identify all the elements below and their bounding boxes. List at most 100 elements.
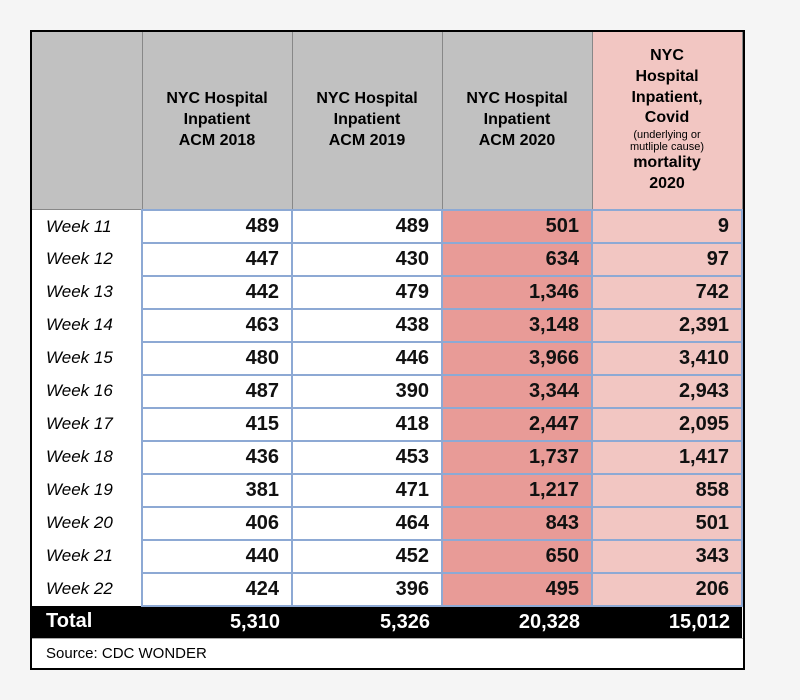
col-header-line: NYC Hospital (301, 89, 434, 110)
mortality-table: NYC Hospital Inpatient ACM 2018 NYC Hosp… (32, 32, 743, 638)
cell: 487 (142, 375, 292, 408)
cell: 742 (592, 276, 742, 309)
total-label: Total (32, 606, 142, 638)
source-line: Source: CDC WONDER (32, 638, 743, 668)
cell: 452 (292, 540, 442, 573)
total-cell: 15,012 (592, 606, 742, 638)
table-header: NYC Hospital Inpatient ACM 2018 NYC Hosp… (32, 32, 742, 210)
cell: 1,217 (442, 474, 592, 507)
row-label: Week 12 (32, 243, 142, 276)
header-corner (32, 32, 142, 210)
row-label: Week 21 (32, 540, 142, 573)
cell: 430 (292, 243, 442, 276)
cell: 3,966 (442, 342, 592, 375)
cell: 415 (142, 408, 292, 441)
cell: 3,344 (442, 375, 592, 408)
col-header-line: Hospital (601, 67, 734, 88)
cell: 97 (592, 243, 742, 276)
row-label: Week 22 (32, 573, 142, 606)
cell: 418 (292, 408, 442, 441)
cell: 471 (292, 474, 442, 507)
row-label: Week 17 (32, 408, 142, 441)
table-row: Week 21440452650343 (32, 540, 742, 573)
table-row: Week 20406464843501 (32, 507, 742, 540)
col-header-line: ACM 2020 (451, 131, 584, 152)
row-label: Week 13 (32, 276, 142, 309)
cell: 453 (292, 441, 442, 474)
table-row: Week 174154182,4472,095 (32, 408, 742, 441)
table-row: Week 144634383,1482,391 (32, 309, 742, 342)
col-header-2018: NYC Hospital Inpatient ACM 2018 (142, 32, 292, 210)
row-label: Week 16 (32, 375, 142, 408)
cell: 9 (592, 210, 742, 243)
cell: 446 (292, 342, 442, 375)
cell: 442 (142, 276, 292, 309)
col-header-2019: NYC Hospital Inpatient ACM 2019 (292, 32, 442, 210)
cell: 381 (142, 474, 292, 507)
cell: 634 (442, 243, 592, 276)
cell: 390 (292, 375, 442, 408)
table-row: Week 134424791,346742 (32, 276, 742, 309)
cell: 463 (142, 309, 292, 342)
col-header-line: NYC Hospital (151, 89, 284, 110)
col-header-line: Inpatient (151, 110, 284, 131)
cell: 650 (442, 540, 592, 573)
cell: 436 (142, 441, 292, 474)
table-body: Week 114894895019Week 1244743063497Week … (32, 210, 742, 638)
cell: 843 (442, 507, 592, 540)
total-cell: 5,326 (292, 606, 442, 638)
col-header-line: Covid (601, 108, 734, 129)
table-row: Week 193814711,217858 (32, 474, 742, 507)
row-label: Week 14 (32, 309, 142, 342)
cell: 406 (142, 507, 292, 540)
cell: 2,095 (592, 408, 742, 441)
col-header-covid: NYC Hospital Inpatient, Covid (underlyin… (592, 32, 742, 210)
cell: 343 (592, 540, 742, 573)
table-row: Week 22424396495206 (32, 573, 742, 606)
col-header-line: Inpatient, (601, 88, 734, 109)
cell: 1,737 (442, 441, 592, 474)
cell: 479 (292, 276, 442, 309)
cell: 489 (142, 210, 292, 243)
cell: 396 (292, 573, 442, 606)
cell: 2,391 (592, 309, 742, 342)
col-header-line: NYC Hospital (451, 89, 584, 110)
row-label: Week 19 (32, 474, 142, 507)
col-header-2020: NYC Hospital Inpatient ACM 2020 (442, 32, 592, 210)
col-header-line: NYC (601, 46, 734, 67)
cell: 1,346 (442, 276, 592, 309)
total-cell: 5,310 (142, 606, 292, 638)
row-label: Week 15 (32, 342, 142, 375)
cell: 3,410 (592, 342, 742, 375)
cell: 495 (442, 573, 592, 606)
cell: 489 (292, 210, 442, 243)
col-header-line: Inpatient (451, 110, 584, 131)
col-header-subline: mutliple cause) (601, 141, 734, 153)
cell: 501 (592, 507, 742, 540)
cell: 206 (592, 573, 742, 606)
table-row: Week 1244743063497 (32, 243, 742, 276)
cell: 501 (442, 210, 592, 243)
cell: 3,148 (442, 309, 592, 342)
row-label: Week 20 (32, 507, 142, 540)
cell: 2,943 (592, 375, 742, 408)
col-header-subline: (underlying or (601, 129, 734, 141)
cell: 480 (142, 342, 292, 375)
total-row: Total5,3105,32620,32815,012 (32, 606, 742, 638)
col-header-line: 2020 (601, 174, 734, 195)
cell: 440 (142, 540, 292, 573)
cell: 438 (292, 309, 442, 342)
row-label: Week 11 (32, 210, 142, 243)
col-header-line: ACM 2019 (301, 131, 434, 152)
cell: 1,417 (592, 441, 742, 474)
mortality-table-wrap: NYC Hospital Inpatient ACM 2018 NYC Hosp… (30, 30, 745, 670)
col-header-line: Inpatient (301, 110, 434, 131)
row-label: Week 18 (32, 441, 142, 474)
cell: 424 (142, 573, 292, 606)
table-row: Week 114894895019 (32, 210, 742, 243)
cell: 464 (292, 507, 442, 540)
cell: 2,447 (442, 408, 592, 441)
col-header-line: ACM 2018 (151, 131, 284, 152)
cell: 858 (592, 474, 742, 507)
cell: 447 (142, 243, 292, 276)
